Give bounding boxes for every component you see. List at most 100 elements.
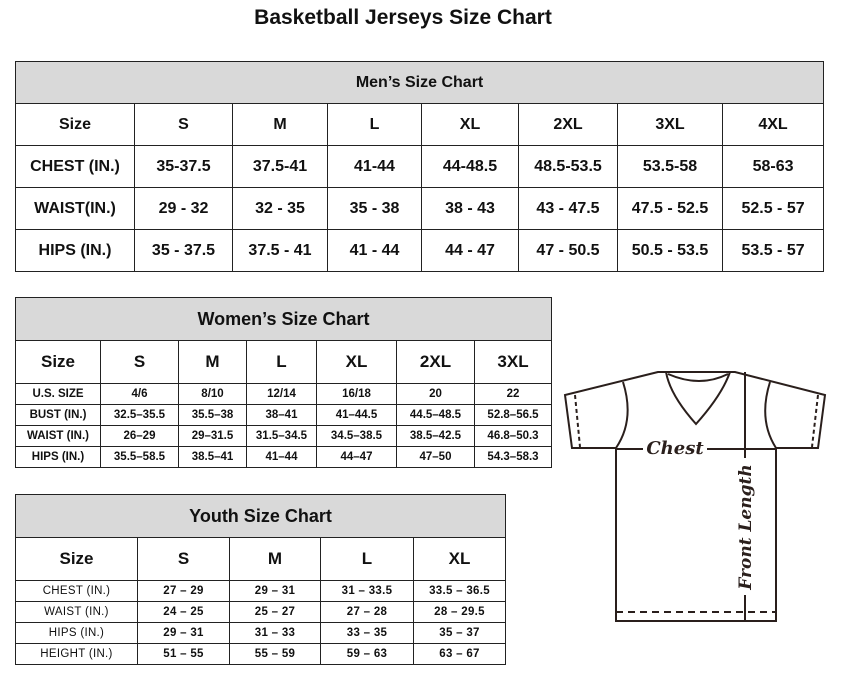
cell: 8/10 xyxy=(178,383,247,405)
cell: 29 – 31 xyxy=(229,580,321,602)
front-length-label: Front Length xyxy=(736,464,756,590)
table-row: HIPS (IN.) 35 - 37.5 37.5 - 41 41 - 44 44 - … xyxy=(15,229,825,272)
row-label: Size xyxy=(15,340,101,384)
table-row: Size S M L XL xyxy=(15,537,507,581)
row-label: HEIGHT (IN.) xyxy=(15,643,138,665)
cell: 33 – 35 xyxy=(320,622,414,644)
cell: 59 – 63 xyxy=(320,643,414,665)
cell: 51 – 55 xyxy=(137,643,230,665)
cell: 37.5-41 xyxy=(232,145,328,188)
cell: 35-37.5 xyxy=(134,145,233,188)
cell: 35 - 38 xyxy=(327,187,422,230)
table-row: HIPS (IN.) 29 – 31 31 – 33 33 – 35 35 – 37 xyxy=(15,622,507,644)
row-label: Size xyxy=(15,537,138,581)
cell: M xyxy=(178,340,247,384)
cell: L xyxy=(246,340,317,384)
mens-title: Men’s Size Chart xyxy=(14,61,825,104)
cell: 12/14 xyxy=(246,383,317,405)
cell: M xyxy=(229,537,321,581)
row-label: CHEST (IN.) xyxy=(15,580,138,602)
table-row: CHEST (IN.) 35-37.5 37.5-41 41-44 44-48.5 48.… xyxy=(15,145,825,188)
cell: 35.5–58.5 xyxy=(100,446,179,468)
cell: 38.5–41 xyxy=(178,446,247,468)
table-row: HEIGHT (IN.) 51 – 55 55 – 59 59 – 63 63 – 67 xyxy=(15,643,507,665)
table-row: WAIST(IN.) 29 - 32 32 - 35 35 - 38 38 - 43 43… xyxy=(15,187,825,230)
cell: 41–44 xyxy=(246,446,317,468)
womens-size-table: Women’s Size Chart Size S M L XL 2XL 3XL U.S. S… xyxy=(14,297,553,468)
womens-title: Women’s Size Chart xyxy=(14,297,553,341)
youth-size-table: Youth Size Chart Size S M L XL CHEST (IN.) 27 … xyxy=(14,494,507,665)
cell: 63 – 67 xyxy=(412,643,507,665)
cell: S xyxy=(137,537,230,581)
cell: 52.8–56.5 xyxy=(473,404,553,426)
cell: 58-63 xyxy=(721,145,825,188)
cell: 47.5 - 52.5 xyxy=(617,187,723,230)
cell: L xyxy=(320,537,414,581)
table-row: HIPS (IN.) 35.5–58.5 38.5–41 41–44 44–47 47–5… xyxy=(15,446,553,468)
cell: 44 - 47 xyxy=(421,229,519,272)
cell: 29 – 31 xyxy=(137,622,230,644)
cell: 32 - 35 xyxy=(232,187,328,230)
cell: 54.3–58.3 xyxy=(473,446,553,468)
cell: 25 – 27 xyxy=(229,601,321,623)
row-label: WAIST(IN.) xyxy=(15,187,135,230)
cell: 38 - 43 xyxy=(421,187,519,230)
jersey-diagram: Chest Front Length xyxy=(563,371,827,622)
cell: 2XL xyxy=(518,103,618,146)
cell: 4/6 xyxy=(100,383,179,405)
youth-title: Youth Size Chart xyxy=(14,494,507,538)
cell: 2XL xyxy=(396,340,475,384)
chest-label: Chest xyxy=(646,438,704,459)
cell: 33.5 – 36.5 xyxy=(412,580,507,602)
cell: XL xyxy=(316,340,397,384)
cell: 31 – 33 xyxy=(229,622,321,644)
cell: 47–50 xyxy=(396,446,475,468)
cell: 43 - 47.5 xyxy=(518,187,618,230)
cell: 3XL xyxy=(473,340,553,384)
page-title: Basketball Jerseys Size Chart xyxy=(254,6,552,29)
cell: 26–29 xyxy=(100,425,179,447)
shirt-outline xyxy=(563,371,827,622)
table-row: U.S. SIZE 4/6 8/10 12/14 16/18 20 22 xyxy=(15,383,553,405)
cell: 35 – 37 xyxy=(412,622,507,644)
table-row: BUST (IN.) 32.5–35.5 35.5–38 38–41 41–44.5 44… xyxy=(15,404,553,426)
cell: 50.5 - 53.5 xyxy=(617,229,723,272)
cell: 48.5-53.5 xyxy=(518,145,618,188)
cell: 41–44.5 xyxy=(316,404,397,426)
cell: 41-44 xyxy=(327,145,422,188)
cell: S xyxy=(134,103,233,146)
cell: 16/18 xyxy=(316,383,397,405)
cell: 3XL xyxy=(617,103,723,146)
cell: 44.5–48.5 xyxy=(396,404,475,426)
row-label: HIPS (IN.) xyxy=(15,229,135,272)
cell: 35.5–38 xyxy=(178,404,247,426)
cell: S xyxy=(100,340,179,384)
cell: 47 - 50.5 xyxy=(518,229,618,272)
cell: XL xyxy=(412,537,507,581)
cell: 44-48.5 xyxy=(421,145,519,188)
row-label: WAIST (IN.) xyxy=(15,601,138,623)
cell: 22 xyxy=(473,383,553,405)
cell: 24 – 25 xyxy=(137,601,230,623)
cell: 53.5-58 xyxy=(617,145,723,188)
cell: 27 – 28 xyxy=(320,601,414,623)
row-label: HIPS (IN.) xyxy=(15,622,138,644)
mens-size-table: Men’s Size Chart Size S M L XL 2XL 3XL 4XL CHEST… xyxy=(14,61,825,272)
table-row: WAIST (IN.) 24 – 25 25 – 27 27 – 28 28 – 29.… xyxy=(15,601,507,623)
cell: 53.5 - 57 xyxy=(721,229,825,272)
cell: 34.5–38.5 xyxy=(316,425,397,447)
cell: 52.5 - 57 xyxy=(721,187,825,230)
cell: 29–31.5 xyxy=(178,425,247,447)
cell: 35 - 37.5 xyxy=(134,229,233,272)
cell: 38–41 xyxy=(246,404,317,426)
cell: L xyxy=(327,103,422,146)
row-label: BUST (IN.) xyxy=(15,404,101,426)
cell: 55 – 59 xyxy=(229,643,321,665)
cell: M xyxy=(232,103,328,146)
cell: 44–47 xyxy=(316,446,397,468)
row-label: WAIST (IN.) xyxy=(15,425,101,447)
cell: 46.8–50.3 xyxy=(473,425,553,447)
table-row: Size S M L XL 2XL 3XL 4XL xyxy=(15,103,825,146)
table-row: Size S M L XL 2XL 3XL xyxy=(15,340,553,384)
row-label: Size xyxy=(15,103,135,146)
